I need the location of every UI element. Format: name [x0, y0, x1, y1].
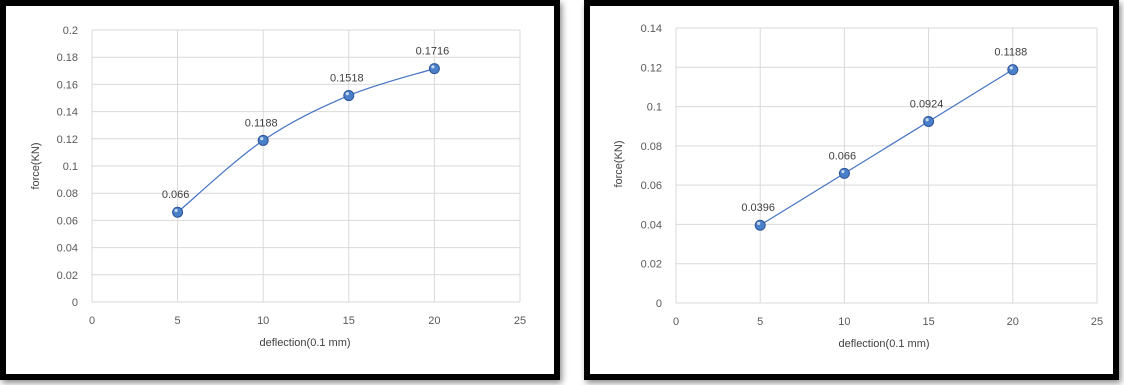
y-tick-label: 0.1: [647, 102, 662, 114]
chart-left-svg: 0 0.02 0.04 0.06 0.08 0.1 0.12 0.14 0.16 0.18 0.2 0…: [30, 25, 526, 349]
data-point-highlight: [925, 118, 929, 122]
y-tick-label: 0.08: [57, 188, 78, 200]
y-axis-title: force(KN): [30, 142, 42, 189]
x-tick-label: 25: [514, 315, 526, 327]
data-point: [428, 63, 440, 75]
chart-area: [6, 6, 554, 374]
data-point-highlight: [431, 65, 435, 69]
x-tick-label: 0: [673, 316, 679, 328]
data-point: [923, 116, 935, 127]
y-tick-label: 0.02: [57, 270, 78, 282]
series-line: [759, 69, 1014, 226]
data-point: [172, 206, 184, 218]
gridlines: [91, 29, 521, 303]
y-axis-title: force(KN): [613, 140, 625, 187]
data-label: 0.0396: [741, 202, 775, 214]
y-tick-label: 0.06: [641, 180, 662, 192]
y-tick-label: 0.2: [63, 25, 78, 37]
chart-panel-right: 0 0.02 0.04 0.06 0.08 0.1 0.12 0.14 0 5 10 15 20 25 de…: [584, 0, 1124, 385]
x-tick-label: 15: [922, 316, 934, 328]
data-label: 0.0924: [910, 99, 944, 111]
y-tick-label: 0.12: [641, 62, 662, 74]
x-tick-label: 5: [757, 316, 763, 328]
data-point: [1007, 64, 1019, 76]
y-tick-label: 0: [72, 297, 78, 309]
y-tick-label: 0: [656, 298, 662, 310]
x-tick-label: 15: [343, 315, 355, 327]
data-label: 0.066: [162, 189, 190, 201]
x-tick-label: 25: [1091, 316, 1103, 328]
y-tick-label: 0.14: [57, 107, 78, 119]
y-tick-label: 0.18: [57, 52, 78, 64]
data-point-highlight: [841, 169, 845, 174]
data-label: 0.1188: [245, 117, 278, 129]
data-label: 0.1518: [330, 73, 364, 85]
x-tick-label: 10: [838, 316, 850, 328]
x-tick-label: 20: [1007, 316, 1019, 328]
chart-right-svg: 0 0.02 0.04 0.06 0.08 0.1 0.12 0.14 0 5 10 15 20 25 de…: [613, 23, 1103, 350]
data-label: 0.1716: [416, 46, 450, 58]
y-tick-label: 0.04: [57, 243, 78, 255]
x-axis-title: deflection(0.1 mm): [838, 338, 929, 350]
chart-panel-left: 0 0.02 0.04 0.06 0.08 0.1 0.12 0.14 0.16 0.18 0.2 0…: [0, 0, 560, 380]
y-tick-label: 0.02: [641, 259, 662, 271]
x-tick-label: 10: [257, 315, 269, 327]
y-tick-label: 0.14: [641, 23, 662, 35]
gridlines: [675, 27, 1098, 304]
y-tick-label: 0.04: [641, 219, 662, 231]
x-tick-label: 0: [89, 315, 95, 327]
x-tick-label: 20: [428, 315, 440, 327]
y-tick-label: 0.06: [57, 215, 78, 227]
y-tick-label: 0.08: [641, 141, 662, 153]
data-label: 0.1188: [994, 47, 1027, 59]
data-label: 0.066: [829, 150, 857, 162]
y-tick-label: 0.16: [57, 79, 78, 91]
x-axis-title: deflection(0.1 mm): [259, 337, 350, 349]
data-point-highlight: [174, 208, 178, 213]
series-line: [177, 68, 435, 213]
x-tick-label: 5: [175, 315, 181, 327]
data-point-highlight: [260, 137, 264, 141]
data-point: [838, 167, 850, 179]
data-point-highlight: [345, 92, 349, 96]
data-point: [343, 90, 355, 102]
data-point: [754, 219, 766, 231]
y-tick-label: 0.1: [63, 161, 78, 173]
y-tick-label: 0.12: [57, 134, 78, 146]
data-point-highlight: [1009, 66, 1013, 70]
data-point: [257, 134, 269, 146]
data-point-highlight: [757, 221, 761, 226]
